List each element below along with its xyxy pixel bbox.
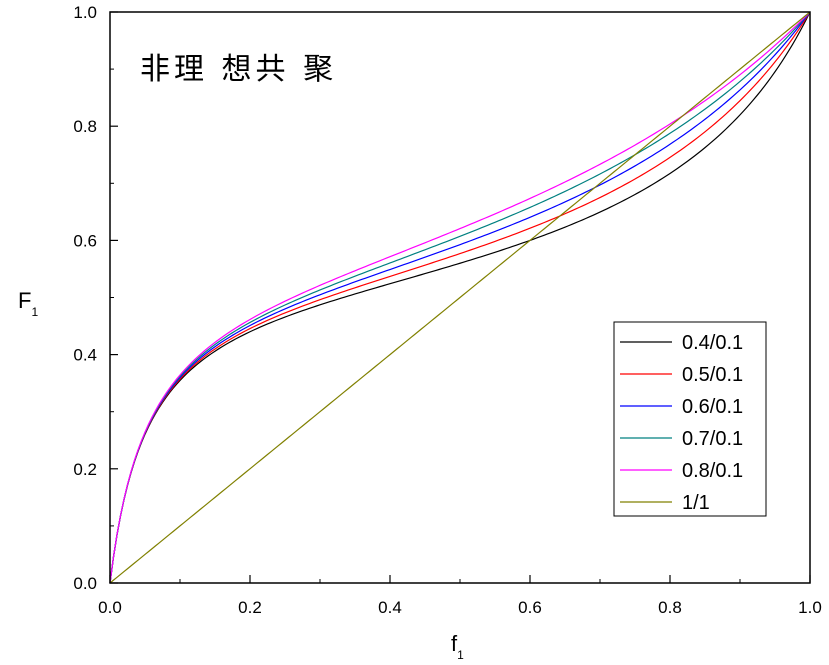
legend-label: 0.5/0.1 bbox=[682, 364, 743, 386]
plot-frame bbox=[109, 11, 811, 584]
series-line bbox=[109, 11, 811, 584]
data-curves bbox=[109, 11, 811, 584]
y-tick-label: 0.8 bbox=[73, 117, 97, 136]
series-line bbox=[109, 11, 811, 584]
x-axis-title: f1 bbox=[451, 631, 464, 662]
x-tick-label: 0.2 bbox=[238, 598, 262, 617]
y-tick-label: 0.2 bbox=[73, 460, 97, 479]
y-axis-title-main: F bbox=[18, 288, 31, 313]
legend-items: 0.4/0.1 0.5/0.1 0.6/0.1 0.7/0.1 0.8/0.1 1/1 bbox=[620, 332, 743, 514]
series-line bbox=[109, 11, 811, 584]
axis-tick-labels: 0.0 0.2 0.4 0.6 0.8 1.0 0.0 0.2 0.4 0.6 0.8 1.0 bbox=[73, 3, 821, 617]
legend-label: 1/1 bbox=[682, 492, 710, 514]
y-tick-label: 0.6 bbox=[73, 231, 97, 250]
x-tick-label: 0.4 bbox=[378, 598, 402, 617]
x-tick-label: 0.0 bbox=[98, 598, 122, 617]
x-tick-label: 0.8 bbox=[658, 598, 682, 617]
legend-label: 0.8/0.1 bbox=[682, 460, 743, 482]
y-tick-label: 0.0 bbox=[73, 574, 97, 593]
series-line bbox=[109, 11, 811, 584]
y-axis-title: F1 bbox=[18, 288, 38, 319]
x-axis-title-main: f bbox=[451, 631, 458, 656]
x-axis-title-subscript: 1 bbox=[457, 648, 464, 662]
legend-label: 0.6/0.1 bbox=[682, 396, 743, 418]
y-axis-title-subscript: 1 bbox=[31, 305, 38, 319]
chart-annotation: 非理 想共 聚 bbox=[140, 52, 337, 87]
series-line bbox=[109, 11, 811, 584]
y-tick-label: 1.0 bbox=[73, 3, 97, 22]
y-tick-label: 0.4 bbox=[73, 346, 97, 365]
x-tick-label: 1.0 bbox=[798, 598, 822, 617]
series-line bbox=[109, 11, 811, 584]
legend: 0.4/0.1 0.5/0.1 0.6/0.1 0.7/0.1 0.8/0.1 1/1 bbox=[613, 321, 767, 517]
x-tick-label: 0.6 bbox=[518, 598, 542, 617]
legend-label: 0.4/0.1 bbox=[682, 332, 743, 354]
legend-box bbox=[613, 321, 767, 517]
legend-label: 0.7/0.1 bbox=[682, 428, 743, 450]
